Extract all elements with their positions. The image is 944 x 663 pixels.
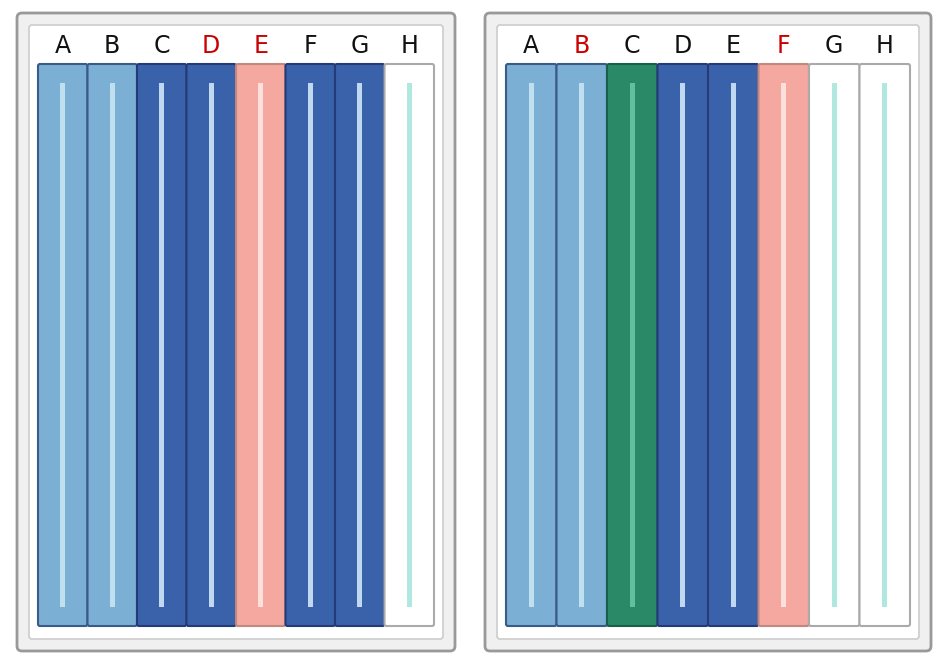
FancyBboxPatch shape — [506, 64, 557, 626]
FancyBboxPatch shape — [88, 64, 137, 626]
Bar — [110, 83, 114, 607]
Bar — [681, 83, 685, 607]
Bar — [259, 83, 263, 607]
Bar — [358, 83, 362, 607]
FancyBboxPatch shape — [17, 13, 455, 651]
Text: G: G — [350, 34, 369, 58]
Bar — [580, 83, 584, 607]
FancyBboxPatch shape — [809, 64, 859, 626]
FancyBboxPatch shape — [335, 64, 384, 626]
Text: B: B — [104, 34, 121, 58]
FancyBboxPatch shape — [658, 64, 708, 626]
Bar — [883, 83, 887, 607]
FancyBboxPatch shape — [708, 64, 758, 626]
Text: D: D — [202, 34, 220, 58]
Text: F: F — [303, 34, 317, 58]
Bar — [832, 83, 836, 607]
FancyBboxPatch shape — [236, 64, 285, 626]
Bar — [782, 83, 786, 607]
Bar — [308, 83, 312, 607]
FancyBboxPatch shape — [384, 64, 434, 626]
FancyBboxPatch shape — [137, 64, 187, 626]
Bar — [529, 83, 533, 607]
FancyBboxPatch shape — [557, 64, 607, 626]
Bar — [407, 83, 412, 607]
Text: G: G — [825, 34, 843, 58]
Text: A: A — [55, 34, 71, 58]
Text: C: C — [154, 34, 170, 58]
FancyBboxPatch shape — [38, 64, 88, 626]
Text: A: A — [523, 34, 539, 58]
FancyBboxPatch shape — [187, 64, 236, 626]
FancyBboxPatch shape — [758, 64, 809, 626]
Text: B: B — [574, 34, 590, 58]
FancyBboxPatch shape — [485, 13, 931, 651]
Text: C: C — [624, 34, 640, 58]
FancyBboxPatch shape — [29, 25, 443, 639]
FancyBboxPatch shape — [285, 64, 335, 626]
Bar — [160, 83, 164, 607]
Text: D: D — [674, 34, 692, 58]
Text: H: H — [876, 34, 894, 58]
Bar — [60, 83, 65, 607]
FancyBboxPatch shape — [497, 25, 919, 639]
Bar — [630, 83, 634, 607]
Text: H: H — [400, 34, 418, 58]
FancyBboxPatch shape — [859, 64, 910, 626]
Bar — [209, 83, 213, 607]
Text: F: F — [777, 34, 790, 58]
Bar — [731, 83, 735, 607]
Text: E: E — [726, 34, 741, 58]
Text: E: E — [253, 34, 268, 58]
FancyBboxPatch shape — [607, 64, 658, 626]
